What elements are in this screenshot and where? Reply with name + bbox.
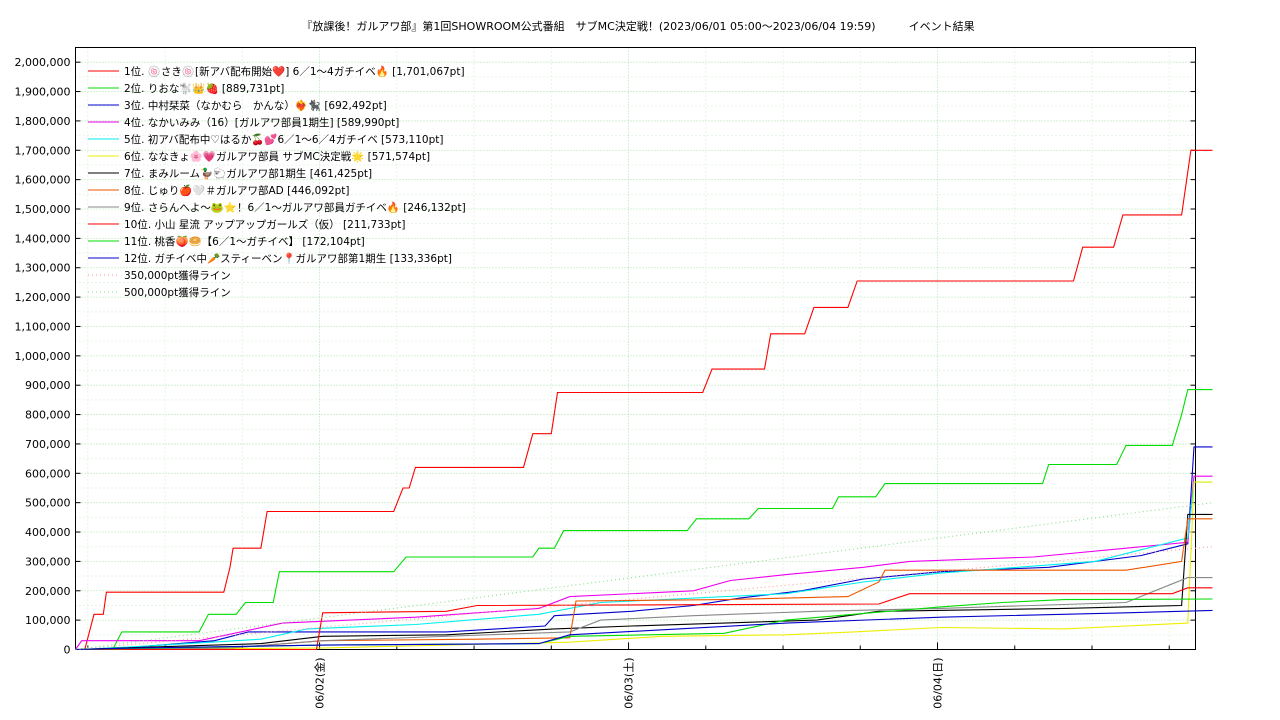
legend-entry: 350,000pt獲得ライン <box>124 269 231 282</box>
y-tick-label: 600,000 <box>25 467 71 480</box>
y-axis: 0 100,000 200,000 300,000 400,000 500,000 600,… <box>15 56 1196 657</box>
series-line-4 <box>75 475 1213 650</box>
y-tick-label: 1,300,000 <box>15 262 71 275</box>
series-line-3 <box>75 446 1213 651</box>
legend-entry: 6位. ななきょ🌸💗ガルアワ部員 サブMC決定戦🌟 [571,574pt] <box>124 150 430 163</box>
y-tick-label: 700,000 <box>25 438 71 451</box>
x-tick-label: 06/02(金) <box>313 658 327 709</box>
y-tick-label: 1,600,000 <box>15 174 71 187</box>
y-tick-label: 500,000 <box>25 497 71 510</box>
series-line-11 <box>75 598 1213 651</box>
y-tick-label: 1,900,000 <box>15 86 71 99</box>
legend-entry: 3位. 中村栞菜（なかむら かんな）❤️‍🔥🐈‍⬛ [692,492pt] <box>124 99 387 112</box>
series-line-9 <box>75 577 1213 651</box>
y-tick-label: 1,700,000 <box>15 144 71 157</box>
legend: 1位. 🍥さき🍥[新アバ配布開始❤️] 6／1〜4ガチイベ🔥 [1,701,06… <box>88 65 466 299</box>
plot-area <box>75 47 1196 650</box>
legend-entry: 9位. さらんへよ〜🐸⭐️！6／1〜ガルアワ部員ガチイベ🔥 [246,132pt… <box>124 201 466 214</box>
series-line-10 <box>75 587 1213 651</box>
series-line-1 <box>75 149 1213 651</box>
series-line-12 <box>75 609 1213 651</box>
series-line-8 <box>75 518 1213 651</box>
legend-entry: 2位. りおな🐩👑🍓 [889,731pt] <box>124 82 284 95</box>
legend-entry: 4位. なかいみみ（16）[ガルアワ部員1期生] [589,990pt] <box>124 116 399 129</box>
legend-entry: 12位. ガチイベ中🥕スティーベン📍ガルアワ部第1期生 [133,336pt] <box>124 252 452 265</box>
x-axis: 06/02(金) 06/03(土) 06/04(日) <box>87 642 1170 709</box>
series-line-5 <box>75 481 1213 651</box>
y-tick-label: 2,000,000 <box>15 56 71 69</box>
x-tick-label: 06/03(土) <box>623 658 636 709</box>
legend-entry: 1位. 🍥さき🍥[新アバ配布開始❤️] 6／1〜4ガチイベ🔥 [1,701,06… <box>124 65 465 78</box>
grid <box>75 47 1196 650</box>
chart-title: 『放課後！ガルアワ部』第1回SHOWROOM公式番組 サブMC決定戦！(2023… <box>301 19 974 33</box>
y-tick-label: 800,000 <box>25 409 71 422</box>
y-tick-label: 1,400,000 <box>15 232 71 245</box>
legend-entry: 5位. 初アバ配布中♡はるか🍒💕6／1〜6／4ガチイベ [573,110pt] <box>124 133 443 146</box>
y-tick-label: 200,000 <box>25 585 71 598</box>
legend-entry: 10位. 小山 星流 アップアップガールズ（仮） [211,733pt] <box>124 218 405 231</box>
y-tick-label: 100,000 <box>25 614 71 627</box>
y-tick-label: 1,500,000 <box>15 203 71 216</box>
y-tick-label: 1,800,000 <box>15 115 71 128</box>
y-tick-label: 900,000 <box>25 379 71 392</box>
y-tick-label: 400,000 <box>25 526 71 539</box>
y-tick-label: 0 <box>64 644 71 657</box>
y-tick-label: 1,100,000 <box>15 320 71 333</box>
y-tick-label: 1,200,000 <box>15 291 71 304</box>
x-tick-label: 06/04(日) <box>932 658 945 709</box>
y-tick-label: 300,000 <box>25 555 71 568</box>
y-tick-label: 1,000,000 <box>15 350 71 363</box>
legend-entry: 8位. じゅり🍎🤍＃ガルアワ部AD [446,092pt] <box>124 184 350 197</box>
legend-entry: 7位. まみルーム🦆🐑ガルアワ部1期生 [461,425pt] <box>124 167 372 180</box>
series-line-7 <box>75 513 1213 651</box>
legend-entry: 11位. 桃香🍑🥯【6／1〜ガチイベ】 [172,104pt] <box>124 235 365 248</box>
series-line-2 <box>75 389 1213 651</box>
legend-entry: 500,000pt獲得ライン <box>124 286 231 299</box>
series-lines <box>75 149 1213 651</box>
series-line-13 <box>75 546 1213 651</box>
